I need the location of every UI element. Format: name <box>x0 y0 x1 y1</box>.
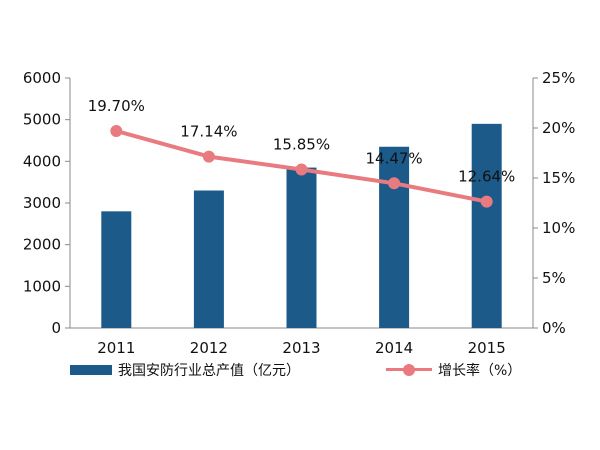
right-axis-tick-label: 20% <box>542 119 575 137</box>
left-axis-tick-label: 2000 <box>23 236 61 254</box>
growth-rate-point-2013 <box>295 163 308 176</box>
legend-item-line-series: 增长率（%） <box>386 360 521 380</box>
right-axis-tick-label: 0% <box>542 319 566 337</box>
bar-2015 <box>471 123 502 328</box>
right-axis-tick-label: 15% <box>542 169 575 187</box>
left-axis-tick-label: 5000 <box>23 111 61 129</box>
legend-swatch-bar <box>70 365 112 375</box>
growth-rate-data-label: 12.64% <box>458 168 515 186</box>
right-axis-tick-label: 5% <box>542 269 566 287</box>
growth-rate-point-2014 <box>388 177 401 190</box>
bar-2011 <box>101 211 132 328</box>
left-axis-tick-label: 4000 <box>23 152 61 170</box>
growth-rate-point-2012 <box>202 150 215 163</box>
legend-label-bar-series: 我国安防行业总产值（亿元） <box>118 363 300 379</box>
bar-2013 <box>286 167 317 328</box>
legend-swatch-line <box>386 364 432 376</box>
legend-item-bar-series: 我国安防行业总产值（亿元） <box>70 360 300 380</box>
left-axis-tick-label: 0 <box>51 319 61 337</box>
growth-rate-data-label: 19.70% <box>88 97 145 115</box>
growth-rate-data-label: 17.14% <box>180 123 237 141</box>
right-axis-tick-label: 25% <box>542 69 575 87</box>
left-axis-tick-label: 6000 <box>23 69 61 87</box>
growth-rate-data-label: 14.47% <box>365 149 422 167</box>
left-axis-tick-label: 1000 <box>23 277 61 295</box>
x-axis-tick-label: 2015 <box>468 339 506 357</box>
legend-label-line-series: 增长率（%） <box>438 363 522 379</box>
x-axis-tick-label: 2013 <box>282 339 320 357</box>
legend: 我国安防行业总产值（亿元） 增长率（%） <box>0 360 600 384</box>
bar-2014 <box>379 146 410 328</box>
left-axis-tick-label: 3000 <box>23 194 61 212</box>
growth-rate-data-label: 15.85% <box>273 136 330 154</box>
right-axis-tick-label: 10% <box>542 219 575 237</box>
x-axis-tick-label: 2012 <box>190 339 228 357</box>
growth-rate-point-2015 <box>480 195 493 208</box>
growth-rate-point-2011 <box>110 125 123 137</box>
bar-2012 <box>193 190 224 328</box>
x-axis-tick-label: 2011 <box>97 339 135 357</box>
x-axis-tick-label: 2014 <box>375 339 413 357</box>
